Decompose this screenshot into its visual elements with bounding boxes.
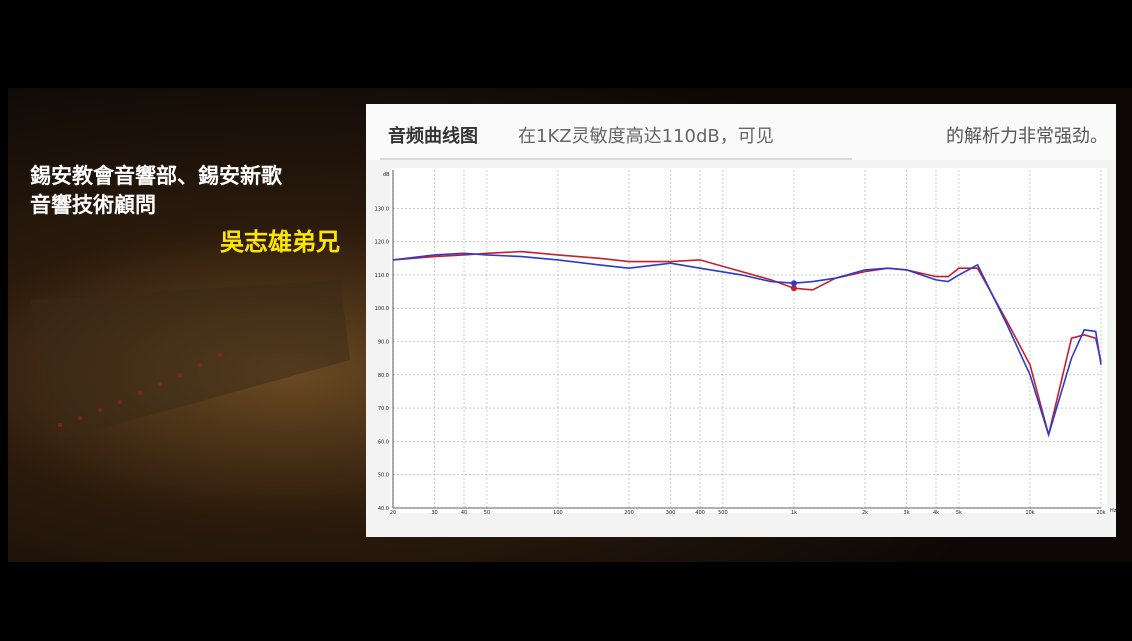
x-tick-label: 20k bbox=[1096, 510, 1105, 516]
y-tick-label: 90.0 bbox=[378, 340, 389, 346]
x-tick-label: 4k bbox=[933, 510, 939, 516]
overlay-line: 錫安教會音響部、錫安新歌 bbox=[30, 164, 283, 188]
y-tick-label: 80.0 bbox=[378, 373, 389, 379]
overlay-line: 音響技術顧問 bbox=[30, 193, 156, 217]
y-tick-label: 70.0 bbox=[378, 406, 389, 412]
x-tick-label: 100 bbox=[553, 510, 563, 516]
y-tick-label: 130.0 bbox=[375, 206, 389, 212]
x-tick-label: 30 bbox=[431, 510, 437, 516]
chart-header bbox=[366, 104, 1116, 160]
x-tick-label: 300 bbox=[666, 510, 676, 516]
x-tick-label: 3k bbox=[904, 510, 910, 516]
x-tick-label: 1k bbox=[791, 510, 797, 516]
point-marker bbox=[790, 285, 797, 292]
x-tick-label: 20 bbox=[390, 510, 396, 516]
chart-subtitle: 的解析力非常强劲。 bbox=[946, 126, 1108, 147]
y-tick-label: 60.0 bbox=[378, 439, 389, 445]
plot-area bbox=[390, 168, 1107, 513]
x-tick-label: 200 bbox=[624, 510, 634, 516]
y-tick-label: 40.0 bbox=[378, 506, 389, 512]
x-tick-label: 500 bbox=[718, 510, 728, 516]
mixer-desk bbox=[30, 280, 350, 440]
x-axis-label: Hz bbox=[1110, 508, 1117, 514]
x-tick-label: 40 bbox=[461, 510, 467, 516]
y-tick-label: 110.0 bbox=[375, 273, 389, 279]
x-tick-label: 400 bbox=[695, 510, 705, 516]
x-tick-label: 10k bbox=[1025, 510, 1034, 516]
y-axis-label: dB bbox=[383, 172, 390, 178]
x-tick-label: 50 bbox=[484, 510, 490, 516]
overlay-name: 吳志雄弟兄 bbox=[220, 228, 340, 256]
y-tick-label: 100.0 bbox=[375, 306, 389, 312]
x-tick-label: 5k bbox=[956, 510, 962, 516]
chart-subtitle: 在1KZ灵敏度高达110dB，可见 bbox=[518, 126, 774, 147]
point-marker bbox=[790, 280, 797, 287]
chart-title: 音频曲线图 bbox=[388, 125, 478, 147]
y-tick-label: 120.0 bbox=[375, 240, 389, 246]
series-line bbox=[392, 252, 1102, 438]
x-tick-label: 2k bbox=[862, 510, 868, 516]
y-tick-label: 50.0 bbox=[378, 473, 389, 479]
